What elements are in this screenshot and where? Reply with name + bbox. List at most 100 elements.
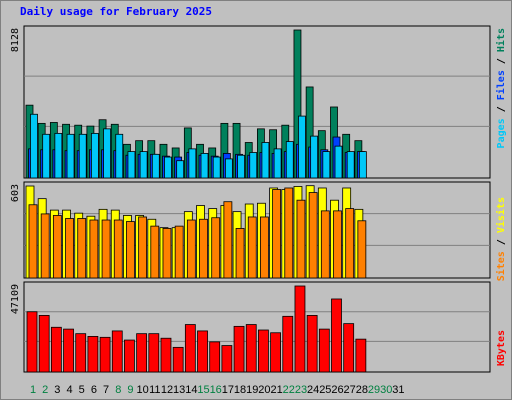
- sites-bar-3: [52, 215, 62, 279]
- x-tick-label-27: 27: [344, 384, 356, 396]
- pages-bar-28: [358, 151, 367, 179]
- x-tick-label-23: 23: [295, 384, 307, 396]
- kbytes-bar-1: [26, 311, 38, 373]
- legend-hits-files-pages-3: /: [496, 52, 507, 70]
- x-tick-label-24: 24: [307, 384, 319, 396]
- sites-bar-16: [211, 217, 221, 279]
- legend-visits-sites-1: /: [496, 233, 507, 251]
- sites-bar-1: [28, 204, 38, 279]
- pages-bar-4: [66, 133, 75, 179]
- x-tick-label-11: 11: [149, 384, 160, 396]
- kbytes-bar-17: [221, 345, 233, 373]
- pages-bar-6: [91, 132, 99, 179]
- pages-bar-20: [261, 142, 270, 179]
- sites-bar-11: [150, 225, 160, 279]
- sites-bar-8: [113, 219, 123, 279]
- kbytes-bar-22: [282, 315, 294, 373]
- kbytes-bar-28: [355, 338, 367, 373]
- x-tick-label-10: 10: [136, 384, 148, 396]
- pages-bar-12: [164, 156, 172, 179]
- kbytes-bar-6: [87, 336, 99, 373]
- kbytes-bar-12: [160, 337, 172, 373]
- pages-bar-22: [285, 141, 294, 179]
- kbytes-bar-5: [75, 333, 87, 373]
- kbytes-bar-2: [38, 315, 50, 373]
- x-tick-label-3: 3: [54, 384, 60, 396]
- chart-title: Daily usage for February 2025: [20, 5, 213, 18]
- sites-bar-14: [186, 219, 196, 279]
- kbytes-bar-9: [124, 339, 135, 373]
- x-tick-label-25: 25: [319, 384, 331, 396]
- kbytes-bar-4: [63, 328, 74, 373]
- kbytes-panel-ymax-label: 47109: [10, 284, 21, 314]
- pages-bar-2: [42, 133, 51, 179]
- sites-bar-22: [284, 187, 294, 279]
- sites-bar-6: [89, 219, 99, 279]
- legend-hits-files-pages-4: Hits: [495, 28, 507, 52]
- kbytes-bar-10: [136, 333, 148, 373]
- sites-bar-21: [272, 189, 282, 279]
- pages-bar-19: [249, 152, 258, 179]
- kbytes-bar-3: [50, 326, 62, 373]
- kbytes-bar-13: [172, 346, 184, 373]
- x-tick-label-21: 21: [270, 384, 282, 396]
- legend-kbytes-0: KBytes: [496, 330, 507, 366]
- legend-hits-files-pages: Pages / Files / Hits: [495, 28, 507, 148]
- x-tick-label-28: 28: [356, 384, 368, 396]
- kbytes-bar-16: [209, 341, 221, 373]
- sites-bar-26: [333, 210, 342, 279]
- x-tick-label-20: 20: [258, 384, 270, 396]
- legend-hits-files-pages-2: Files: [495, 70, 507, 100]
- pages-bar-3: [54, 132, 63, 179]
- x-tick-label-29: 29: [368, 384, 380, 396]
- pages-bar-1: [30, 113, 38, 179]
- pages-bar-25: [322, 151, 331, 179]
- x-tick-label-22: 22: [283, 384, 295, 396]
- x-tick-label-26: 26: [331, 384, 343, 396]
- pages-bar-18: [237, 154, 245, 179]
- sites-bar-15: [199, 218, 208, 279]
- pages-bar-7: [103, 128, 111, 179]
- sites-bar-10: [138, 216, 148, 279]
- pages-bar-21: [273, 148, 282, 179]
- x-tick-label-31: 31: [392, 384, 404, 396]
- pages-bar-16: [212, 156, 221, 179]
- x-tick-label-2: 2: [42, 384, 48, 396]
- kbytes-bar-21: [270, 332, 282, 373]
- x-tick-label-4: 4: [66, 384, 72, 396]
- legend-kbytes: KBytes: [496, 330, 507, 366]
- sites-bar-12: [162, 228, 172, 279]
- kbytes-bar-15: [197, 330, 208, 373]
- sites-bar-13: [174, 225, 184, 279]
- legend-visits-sites-0: Sites: [495, 251, 507, 281]
- visits-sites-panel-ymax-label: 603: [10, 184, 21, 202]
- kbytes-bar-7: [99, 336, 111, 373]
- x-tick-label-5: 5: [79, 384, 85, 396]
- sites-bar-19: [247, 216, 257, 279]
- x-tick-label-12: 12: [161, 384, 173, 396]
- kbytes-bar-25: [318, 328, 330, 373]
- pages-bar-26: [334, 145, 343, 179]
- sites-bar-24: [308, 192, 318, 279]
- sites-bar-7: [101, 219, 111, 279]
- kbytes-bar-27: [343, 323, 355, 373]
- pages-bar-15: [200, 153, 209, 179]
- x-tick-label-16: 16: [210, 384, 222, 396]
- kbytes-bar-14: [184, 324, 196, 373]
- sites-bar-18: [235, 228, 245, 279]
- pages-bar-17: [224, 158, 233, 179]
- sites-bar-2: [40, 213, 50, 279]
- x-tick-label-19: 19: [246, 384, 258, 396]
- pages-bar-14: [188, 148, 197, 179]
- pages-bar-8: [115, 133, 124, 179]
- pages-bar-27: [346, 151, 355, 179]
- kbytes-bar-26: [331, 298, 342, 373]
- x-tick-label-15: 15: [197, 384, 209, 396]
- pages-bar-9: [127, 151, 136, 179]
- legend-visits-sites-2: Visits: [495, 197, 507, 233]
- pages-bar-5: [78, 133, 87, 179]
- x-tick-label-9: 9: [127, 384, 133, 396]
- kbytes-bar-11: [148, 333, 160, 373]
- kbytes-bar-20: [258, 329, 269, 373]
